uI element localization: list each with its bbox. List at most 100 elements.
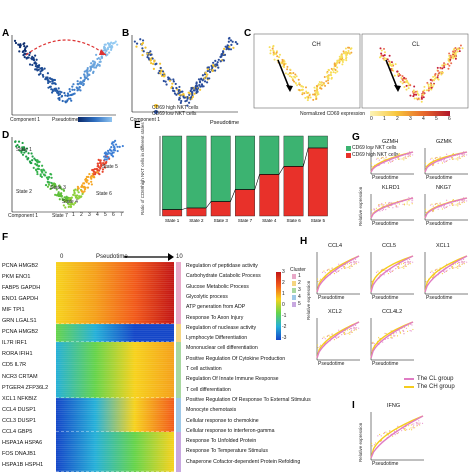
trajectory-point	[454, 49, 457, 52]
expression-point	[409, 154, 411, 156]
gene-label-row: ENO1 GAPDH	[2, 296, 39, 303]
expression-point	[437, 204, 439, 206]
trajectory-point	[387, 60, 390, 63]
trajectory-point	[83, 70, 86, 73]
trajectory-point	[63, 91, 66, 95]
expression-point	[434, 269, 436, 271]
trajectory-point	[71, 202, 74, 206]
expression-point	[463, 199, 466, 201]
expression-point	[451, 267, 453, 269]
expression-point	[341, 334, 343, 336]
trajectory-point	[17, 145, 21, 149]
trajectory-point	[192, 89, 195, 92]
trajectory-point	[292, 79, 295, 82]
trajectory-point	[135, 45, 138, 48]
panel-c-tick: 4	[422, 116, 425, 122]
trajectory-point	[27, 152, 30, 155]
trajectory-point	[232, 46, 235, 49]
trajectory-point	[338, 60, 341, 63]
trajectory-point	[443, 64, 446, 67]
expression-point	[355, 329, 357, 331]
expression-point	[382, 156, 384, 159]
trajectory-point	[436, 69, 439, 72]
trajectory-point	[92, 173, 96, 176]
trajectory-point	[181, 90, 184, 93]
trajectory-point	[407, 84, 410, 87]
trajectory-point	[294, 76, 297, 79]
expression-point	[407, 154, 409, 156]
gene-label-row: PCNA HMGB2	[2, 263, 39, 269]
expression-point	[388, 160, 391, 162]
expression-point	[403, 427, 405, 430]
panel-f-tick-end: 10	[176, 254, 183, 260]
expression-point	[383, 432, 385, 435]
expression-point	[450, 202, 452, 204]
go-term-label: ATP generation from ADP	[186, 304, 246, 311]
trajectory-point	[268, 46, 271, 49]
plot-title: CCL5	[382, 243, 397, 249]
expression-point	[412, 199, 414, 201]
trajectory-point	[68, 198, 71, 201]
trajectory-point	[296, 84, 299, 87]
expression-point	[402, 203, 404, 206]
trajectory-point	[382, 47, 385, 50]
expression-point	[425, 281, 427, 283]
panel-i-ylabel: Relative expression	[358, 422, 363, 462]
expression-point	[346, 329, 349, 331]
expression-point	[444, 161, 446, 163]
expression-point	[449, 268, 451, 270]
trajectory-point	[223, 53, 227, 56]
trajectory-point	[429, 85, 432, 88]
expression-point	[408, 196, 410, 199]
trajectory-point	[28, 53, 31, 57]
panel-b-legend-low: CD69 low NKT cells	[152, 111, 197, 117]
trajectory-point	[87, 182, 90, 185]
trajectory-point	[228, 45, 231, 48]
trajectory-point	[298, 83, 301, 86]
expression-point	[404, 156, 406, 158]
trajectory-point	[423, 85, 426, 88]
trajectory-point	[452, 50, 455, 53]
trajectory-point	[61, 99, 64, 103]
trajectory-point	[426, 81, 429, 84]
trajectory-point	[84, 178, 87, 181]
trajectory-point	[286, 65, 289, 68]
expression-point	[429, 204, 432, 206]
expression-point	[444, 207, 446, 209]
panel-d-state3: State 3	[50, 185, 66, 191]
expression-point	[392, 159, 394, 162]
trajectory-point	[434, 77, 437, 80]
trajectory-point	[77, 191, 80, 194]
go-term-label: Carbohydrate Catabolic Process	[186, 273, 261, 280]
trajectory-point	[36, 170, 39, 174]
trajectory-point	[70, 93, 74, 96]
trajectory-point	[102, 46, 106, 50]
trajectory-point	[319, 83, 322, 86]
expression-point	[350, 264, 352, 267]
trajectory-point	[429, 83, 432, 86]
trajectory-point	[76, 189, 79, 192]
panel-b-plot	[126, 30, 246, 125]
expression-point	[463, 153, 466, 155]
expression-point	[432, 210, 435, 212]
expression-point	[342, 265, 344, 268]
trajectory-point	[146, 52, 149, 55]
go-term-label: Response To Axon Injury	[186, 314, 244, 321]
expression-point	[441, 273, 444, 275]
trajectory-point	[106, 48, 110, 51]
panel-e-legend-low: CD69 low NKT cells	[352, 145, 397, 151]
expression-point	[333, 273, 336, 275]
gene-label-row: PTGER4 ZFP36L2	[2, 384, 49, 391]
trajectory-point	[31, 155, 34, 158]
trajectory-point	[18, 50, 21, 53]
trajectory-point	[93, 167, 97, 171]
expression-point	[371, 209, 373, 211]
expression-point	[378, 159, 380, 161]
trajectory-point	[200, 77, 203, 80]
expression-point	[407, 260, 409, 262]
trend-curve	[316, 321, 360, 359]
trajectory-point	[330, 77, 333, 80]
trajectory-point	[324, 84, 327, 87]
trajectory-point	[81, 192, 84, 196]
trajectory-point	[315, 97, 318, 100]
